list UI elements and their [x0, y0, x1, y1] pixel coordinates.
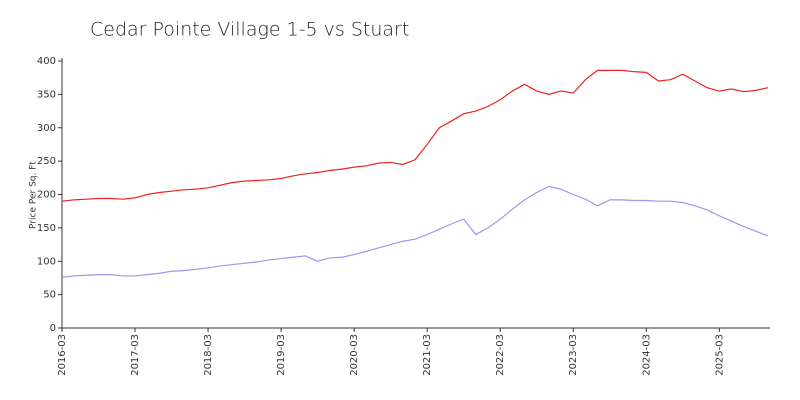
series-line	[61, 69, 769, 202]
y-tick-label: 200	[37, 190, 56, 201]
x-tick-label: 2018-03	[203, 334, 214, 376]
x-tick-label: 2019-03	[276, 334, 287, 376]
y-tick-label: 300	[37, 123, 56, 134]
x-tick-label: 2024-03	[641, 334, 652, 376]
y-axis-label: Price Per Sq. Ft	[29, 161, 39, 229]
x-tick-label: 2017-03	[130, 334, 141, 376]
y-tick-label: 350	[37, 89, 56, 100]
y-tick-label: 50	[43, 290, 56, 301]
y-tick-label: 0	[50, 323, 56, 334]
x-tick-label: 2023-03	[568, 334, 579, 376]
chart-title: Cedar Pointe Village 1-5 vs Stuart	[90, 19, 409, 41]
x-tick-label: 2025-03	[714, 334, 725, 376]
x-tick-label: 2021-03	[422, 334, 433, 376]
x-tick-label: 2016-03	[57, 334, 68, 376]
series-line	[61, 185, 769, 278]
x-tick-label: 2020-03	[349, 334, 360, 376]
y-tick-label: 150	[37, 223, 56, 234]
y-tick-label: 400	[37, 56, 56, 67]
y-tick-label: 250	[37, 156, 56, 167]
x-tick-label: 2022-03	[495, 334, 506, 376]
y-tick-label: 100	[37, 256, 56, 267]
